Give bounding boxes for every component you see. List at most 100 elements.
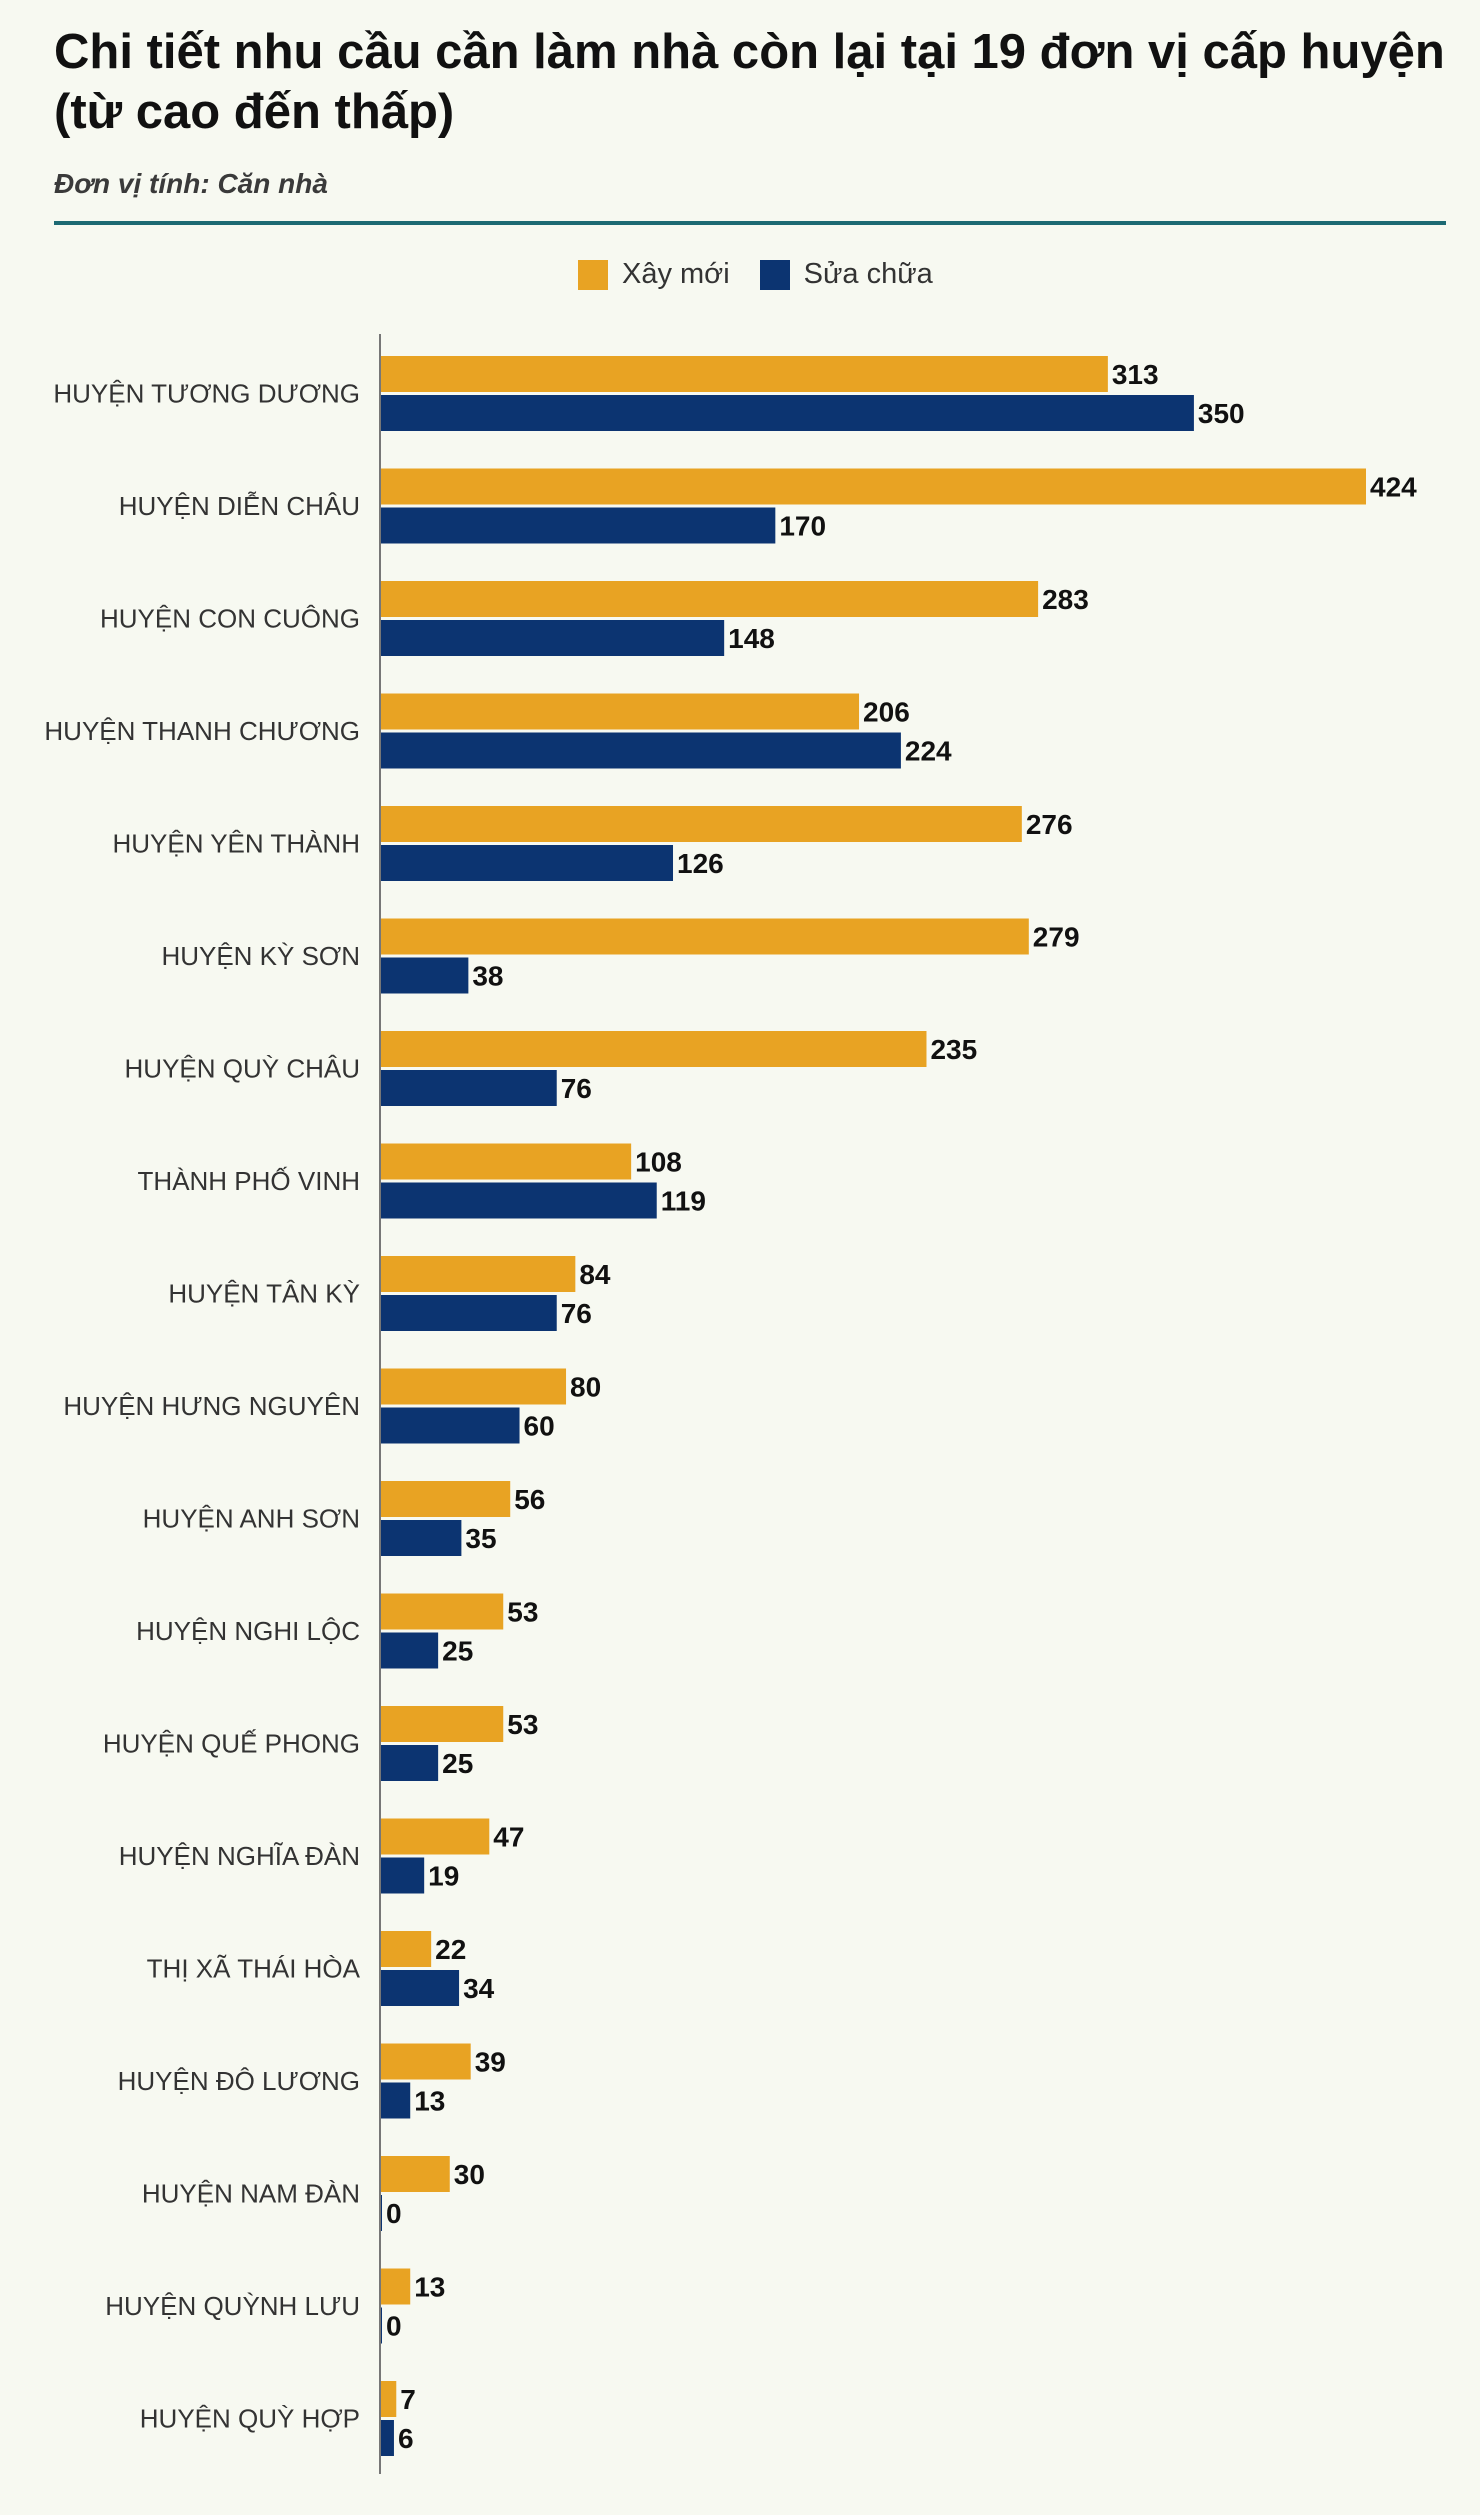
- value-label-repair: 0: [386, 2311, 402, 2342]
- bar-new: [380, 1368, 567, 1405]
- category-label: HUYỆN CON CUÔNG: [100, 604, 360, 634]
- category-label: HUYỆN NGHĨA ĐÀN: [119, 1841, 360, 1871]
- title-divider: [54, 221, 1446, 225]
- value-label-new: 108: [635, 1147, 682, 1178]
- category-label: HUYỆN TƯƠNG DƯƠNG: [53, 379, 360, 409]
- category-label: HUYỆN QUỲNH LƯU: [105, 2291, 360, 2321]
- bar-new: [380, 2381, 397, 2417]
- value-label-repair: 350: [1198, 398, 1245, 429]
- legend-label-new: Xây mới: [622, 258, 730, 290]
- bar-repair: [380, 1970, 460, 2006]
- value-label-repair: 60: [524, 1411, 555, 1442]
- value-label-new: 56: [514, 1484, 545, 1515]
- value-label-repair: 148: [728, 623, 775, 654]
- bar-repair: [380, 2420, 394, 2456]
- category-label: HUYỆN ĐÔ LƯƠNG: [118, 2066, 360, 2096]
- value-label-new: 424: [1370, 472, 1417, 503]
- value-label-new: 22: [435, 1934, 466, 1965]
- value-label-new: 206: [863, 697, 910, 728]
- bar-new: [380, 2156, 450, 2192]
- category-label: HUYỆN DIỄN CHÂU: [119, 491, 360, 521]
- bar-repair: [380, 395, 1194, 431]
- bar-repair: [380, 507, 776, 544]
- value-label-repair: 0: [386, 2198, 402, 2229]
- value-label-repair: 35: [465, 1523, 496, 1554]
- bar-repair: [380, 1745, 439, 1781]
- category-label: HUYỆN NGHI LỘC: [136, 1616, 360, 1646]
- bar-repair: [380, 1295, 557, 1331]
- chart-title: Chi tiết nhu cầu cần làm nhà còn lại tại…: [54, 25, 1445, 139]
- value-label-repair: 25: [442, 1636, 473, 1667]
- category-label: HUYỆN KỲ SƠN: [161, 941, 360, 971]
- bar-new: [380, 468, 1366, 505]
- value-label-new: 30: [454, 2159, 485, 2190]
- bar-new: [380, 1818, 490, 1855]
- bar-repair: [380, 1070, 557, 1106]
- bar-repair: [380, 620, 725, 656]
- bar-new: [380, 1593, 504, 1630]
- bar-new: [380, 1481, 511, 1517]
- value-label-repair: 13: [414, 2086, 445, 2117]
- bar-new: [380, 581, 1039, 617]
- bar-new: [380, 806, 1022, 842]
- bar-repair: [380, 1520, 462, 1556]
- value-label-new: 235: [930, 1034, 977, 1065]
- value-label-repair: 34: [463, 1973, 495, 2004]
- value-label-repair: 170: [779, 511, 826, 542]
- bar-repair: [380, 2082, 411, 2119]
- value-label-new: 283: [1042, 584, 1089, 615]
- value-label-repair: 6: [398, 2423, 414, 2454]
- bar-repair: [380, 1182, 657, 1219]
- bar-new: [380, 1931, 432, 1967]
- value-label-new: 53: [507, 1597, 538, 1628]
- value-label-new: 313: [1112, 359, 1159, 390]
- category-label: HUYỆN QUẾ PHONG: [103, 1729, 360, 1759]
- value-label-new: 84: [579, 1259, 611, 1290]
- value-label-repair: 126: [677, 848, 724, 879]
- category-label: THÀNH PHỐ VINH: [138, 1166, 360, 1196]
- bar-new: [380, 1143, 632, 1180]
- value-label-new: 47: [493, 1822, 524, 1853]
- bar-repair: [380, 957, 469, 994]
- category-label: HUYỆN QUỲ HỢP: [140, 2404, 360, 2434]
- value-label-new: 80: [570, 1372, 601, 1403]
- legend-item-repair: Sửa chữa: [759, 258, 933, 291]
- legend-item-new: Xây mới: [578, 258, 730, 291]
- bar-new: [380, 693, 860, 730]
- value-label-repair: 224: [905, 736, 952, 767]
- category-label: HUYỆN YÊN THÀNH: [112, 829, 360, 859]
- unit-label: Đơn vị tính: Căn nhà: [54, 168, 328, 199]
- legend-label-repair: Sửa chữa: [803, 258, 933, 290]
- value-label-repair: 25: [442, 1748, 473, 1779]
- bar-repair: [380, 1857, 425, 1894]
- bar-repair: [380, 732, 901, 769]
- value-label-repair: 76: [561, 1298, 592, 1329]
- value-label-repair: 19: [428, 1861, 459, 1892]
- category-label: HUYỆN THANH CHƯƠNG: [44, 716, 360, 746]
- bar-repair: [380, 1632, 439, 1669]
- value-label-repair: 38: [472, 961, 503, 992]
- category-label: HUYỆN ANH SƠN: [143, 1504, 360, 1534]
- category-label: HUYỆN QUỲ CHÂU: [125, 1054, 360, 1084]
- value-label-repair: 119: [661, 1186, 706, 1217]
- bar-new: [380, 1706, 504, 1742]
- legend-swatch-new: [578, 259, 608, 290]
- category-label: HUYỆN TÂN KỲ: [168, 1279, 360, 1309]
- legend-swatch-repair: [759, 259, 790, 290]
- value-label-new: 276: [1026, 809, 1073, 840]
- legend: Xây mới Sửa chữa: [578, 258, 963, 291]
- value-label-new: 39: [475, 2047, 506, 2078]
- value-label-new: 7: [400, 2384, 416, 2415]
- bar-new: [380, 918, 1029, 955]
- category-label: THỊ XÃ THÁI HÒA: [147, 1954, 361, 1984]
- bar-new: [380, 2268, 411, 2305]
- bar-new: [380, 1031, 927, 1067]
- bar-new: [380, 2043, 471, 2080]
- bar-repair: [380, 1407, 520, 1444]
- bar-repair: [380, 845, 674, 881]
- value-label-repair: 76: [561, 1073, 592, 1104]
- category-label: HUYỆN HƯNG NGUYÊN: [63, 1391, 360, 1421]
- value-label-new: 53: [507, 1709, 538, 1740]
- value-label-new: 279: [1033, 922, 1080, 953]
